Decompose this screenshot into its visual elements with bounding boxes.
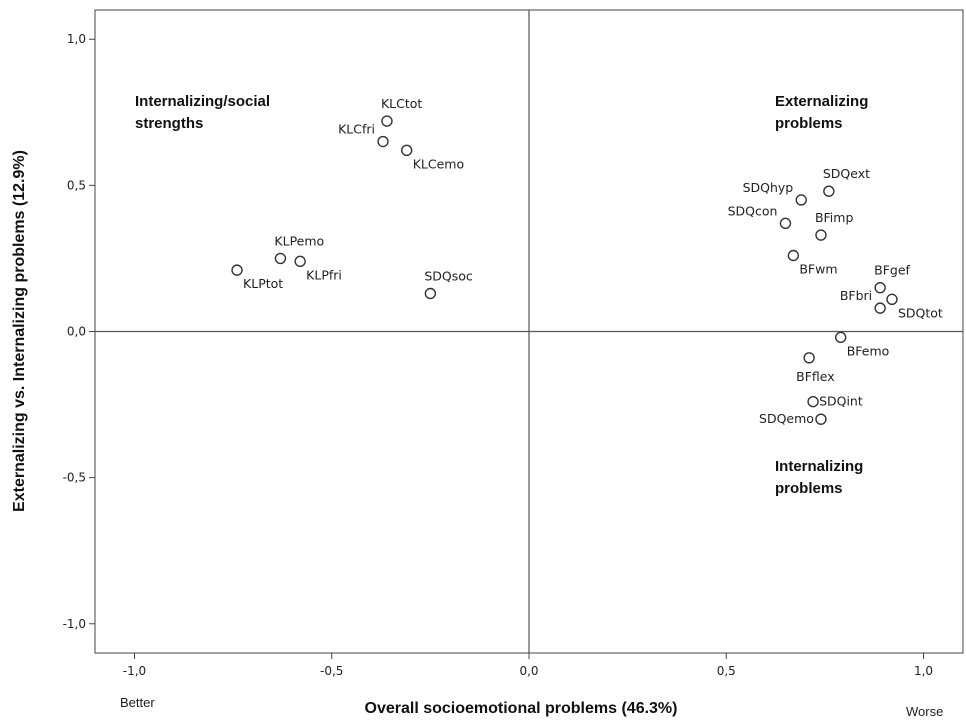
point-label-SDQint: SDQint [819,394,863,409]
point-label-BFbri: BFbri [840,288,872,303]
point-label-SDQhyp: SDQhyp [743,180,794,195]
point-SDQemo [815,413,827,425]
point-label-BFemo: BFemo [847,343,890,358]
x-axis-ticks: -1,0 -0,5 0,0 0,5 1,0 [123,653,933,678]
point-label-SDQtot: SDQtot [898,305,943,320]
y-tick-label: -0,5 [63,471,86,485]
point-KLPfri [294,255,306,268]
point-KLCemo [400,144,413,156]
point-BFgef [874,281,886,294]
y-tick-label: 0,0 [67,325,86,339]
point-label-SDQsoc: SDQsoc [424,269,473,284]
point-SDQcon [779,217,792,230]
quadrant-label-bottom-right: Internalizing problems [775,458,863,497]
point-label-KLPfri: KLPfri [306,267,342,282]
quadrant-label-top-right: Externalizing problems [775,93,868,132]
point-BFwm [787,249,800,262]
point-label-SDQext: SDQext [823,166,870,181]
x-tick-label: -1,0 [123,664,146,678]
point-BFemo [834,331,847,344]
point-label-BFimp: BFimp [815,210,854,225]
x-tick-label: 0,0 [519,664,538,678]
x-end-label-left: Better [120,695,155,710]
point-label-BFwm: BFwm [799,262,837,277]
x-axis-title: Overall socioemotional problems (46.3%) [365,700,678,717]
point-label-BFgef: BFgef [874,263,910,278]
x-tick-label: 0,5 [717,664,736,678]
point-label-KLCfri: KLCfri [338,122,375,137]
point-KLPtot [231,264,243,276]
point-KLCfri [377,135,389,148]
point-label-KLPemo: KLPemo [274,233,324,248]
point-label-SDQemo: SDQemo [759,411,814,426]
point-label-KLCtot: KLCtot [381,96,422,111]
quadrant-label-top-left: Internalizing/social strengths [135,93,270,132]
point-label-BFflex: BFflex [796,369,835,384]
y-tick-label: -1,0 [63,617,86,631]
point-SDQtot [886,293,898,306]
x-end-label-right: Worse [906,704,943,719]
x-tick-label: -0,5 [320,664,343,678]
point-label-KLPtot: KLPtot [243,276,283,291]
point-SDQsoc [424,287,437,300]
point-SDQint [807,395,819,408]
y-axis-title: Externalizing vs. Internalizing problems… [11,150,28,512]
y-tick-label: 1,0 [67,32,86,46]
y-axis-ticks: -1,0 -0,5 0,0 0,5 1,0 [63,32,95,631]
point-KLCtot [381,115,393,127]
point-KLPemo [274,252,287,265]
point-SDQext [823,185,835,197]
point-label-SDQcon: SDQcon [728,203,778,218]
data-points: KLCtot KLCfri KLCemo KLPemo KLPfri KLPtot SDQs… [231,96,943,426]
point-SDQhyp [795,194,807,206]
point-BFbri [874,302,886,314]
point-label-KLCemo: KLCemo [413,156,464,171]
point-BFimp [815,229,827,241]
point-BFflex [803,352,815,364]
quadrant-labels: Internalizing/social strengths Externalizi… [135,93,868,497]
y-tick-label: 0,5 [67,178,86,192]
x-tick-label: 1,0 [914,664,933,678]
reference-lines [95,10,963,653]
